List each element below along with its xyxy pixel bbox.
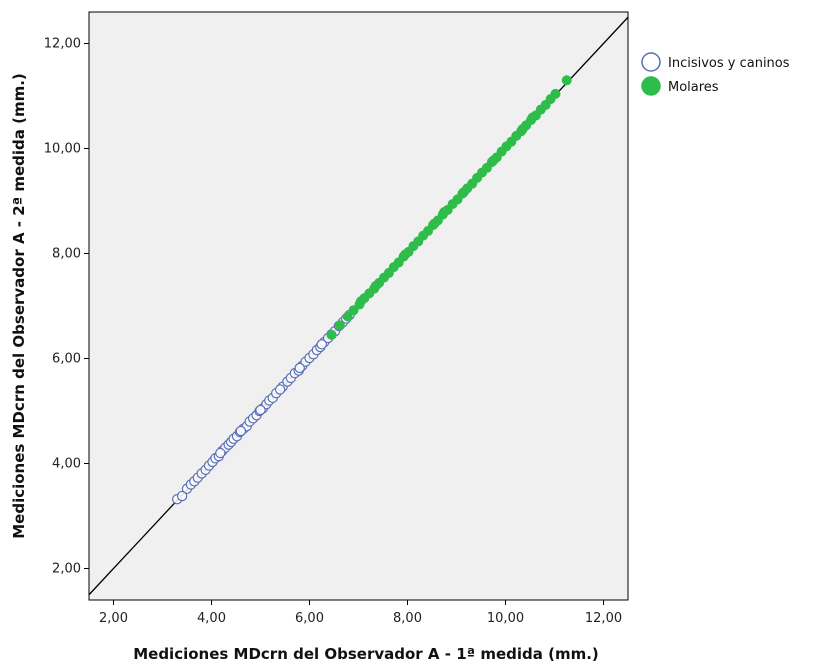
x-tick-label: 2,00	[99, 611, 128, 626]
data-point-molares	[370, 281, 381, 292]
data-point-molares	[550, 88, 561, 99]
axis-ticks	[84, 43, 604, 605]
data-points	[171, 75, 572, 505]
data-point-molares	[326, 329, 337, 340]
y-tick-label: 10,00	[44, 142, 81, 157]
y-tick-label: 6,00	[52, 352, 81, 367]
data-point-incisivos	[316, 339, 327, 350]
y-tick-label: 12,00	[44, 37, 81, 52]
y-tick-label: 2,00	[52, 562, 81, 577]
data-point-incisivos	[294, 362, 305, 374]
legend: Incisivos y caninos Molares	[641, 52, 790, 96]
x-tick-label: 8,00	[393, 611, 422, 626]
data-point-molares	[458, 187, 469, 198]
legend-marker-incisivos	[641, 52, 661, 72]
data-point-molares	[527, 112, 538, 123]
data-point-incisivos	[274, 384, 286, 395]
legend-label-incisivos: Incisivos y caninos	[668, 56, 790, 71]
x-tick-label: 6,00	[295, 611, 324, 626]
y-axis-title: Mediciones MDcrn del Observador A - 2ª m…	[10, 73, 28, 539]
data-point-molares	[517, 124, 528, 135]
data-point-molares	[355, 296, 366, 307]
data-point-molares	[429, 218, 440, 229]
data-point-incisivos	[176, 490, 188, 502]
legend-label-molares: Molares	[668, 80, 719, 95]
x-tick-label: 12,00	[585, 611, 622, 626]
data-point-molares	[488, 155, 499, 166]
x-tick-labels: 2,00 4,00 6,00 8,00 10,00 12,00	[99, 611, 622, 626]
x-tick-label: 4,00	[197, 611, 226, 626]
y-tick-label: 8,00	[52, 247, 81, 262]
data-point-incisivos	[215, 447, 226, 459]
y-tick-label: 4,00	[52, 457, 81, 472]
data-point-molares	[400, 249, 411, 260]
x-tick-label: 10,00	[487, 611, 524, 626]
data-point-molares	[439, 207, 450, 218]
data-point-molares	[334, 320, 345, 331]
data-point-incisivos	[235, 425, 247, 437]
y-tick-labels: 2,00 4,00 6,00 8,00 10,00 12,00	[44, 37, 81, 577]
data-point-molares	[561, 75, 572, 86]
legend-marker-molares	[641, 76, 661, 96]
data-point-incisivos	[255, 404, 266, 416]
x-axis-title: Mediciones MDcrn del Observador A - 1ª m…	[133, 645, 599, 663]
data-point-molares	[342, 311, 353, 322]
